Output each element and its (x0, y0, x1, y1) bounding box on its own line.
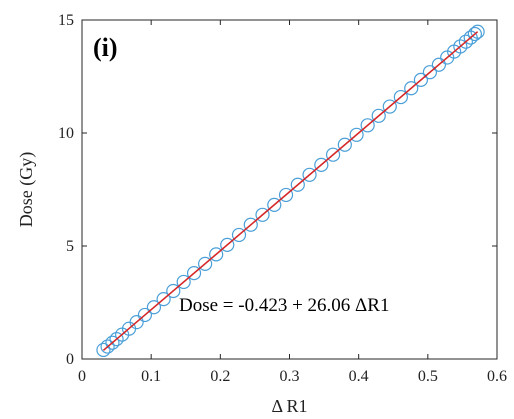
data-point (360, 118, 375, 133)
data-point (220, 237, 235, 252)
x-axis-title: Δ R1 (271, 396, 307, 416)
fit-line (102, 31, 479, 351)
data-point (156, 292, 171, 307)
data-point (166, 283, 181, 299)
data-point (129, 315, 144, 330)
data-point (404, 81, 419, 96)
data-point (209, 247, 224, 262)
data-point (186, 266, 202, 281)
data-point (255, 207, 270, 222)
data-point (137, 307, 153, 323)
data-point (267, 197, 282, 212)
data-point (302, 167, 317, 182)
data-point (109, 332, 124, 347)
data-point (100, 339, 115, 354)
axis-ticks (81, 19, 498, 360)
data-point (96, 342, 111, 358)
data-point (470, 24, 485, 39)
data-point (371, 108, 386, 123)
x-tick-label: 0.6 (487, 368, 507, 385)
data-point (243, 217, 258, 232)
y-axis-title: Dose (Gy) (16, 152, 37, 227)
data-point (278, 187, 294, 203)
data-point (198, 256, 213, 271)
x-tick-label: 0 (78, 368, 86, 385)
data-point (231, 227, 247, 243)
data-point (453, 39, 468, 54)
data-point (337, 137, 352, 152)
x-tick-label: 0.5 (418, 368, 438, 385)
axis-tick-labels: 0 0.1 0.2 0.3 0.4 0.5 0.6 0 5 10 15 (58, 12, 507, 385)
data-point (325, 147, 341, 162)
x-tick-label: 0.4 (349, 368, 369, 385)
x-tick-label: 0.1 (141, 368, 161, 385)
data-point (467, 26, 482, 42)
fit-equation-annotation: Dose = -0.423 + 26.06 ΔR1 (179, 295, 389, 316)
data-point (382, 99, 397, 114)
data-point (314, 157, 329, 172)
y-tick-label: 0 (66, 351, 74, 368)
x-tick-label: 0.3 (280, 368, 300, 385)
y-tick-label: 10 (58, 125, 74, 142)
plot-area: 0 0.1 0.2 0.3 0.4 0.5 0.6 0 5 10 15 (58, 12, 507, 385)
data-point (290, 177, 305, 192)
data-point (393, 89, 408, 105)
panel-label: (i) (93, 33, 118, 62)
data-points (96, 24, 485, 358)
data-point (413, 72, 429, 87)
data-point (176, 274, 191, 290)
data-point (146, 300, 162, 315)
y-tick-label: 5 (66, 238, 74, 255)
data-point (458, 34, 473, 49)
x-tick-label: 0.2 (210, 368, 230, 385)
data-point (422, 65, 438, 80)
data-point (431, 57, 446, 72)
data-point (349, 127, 364, 142)
data-point (105, 335, 120, 350)
y-tick-label: 15 (58, 12, 74, 29)
